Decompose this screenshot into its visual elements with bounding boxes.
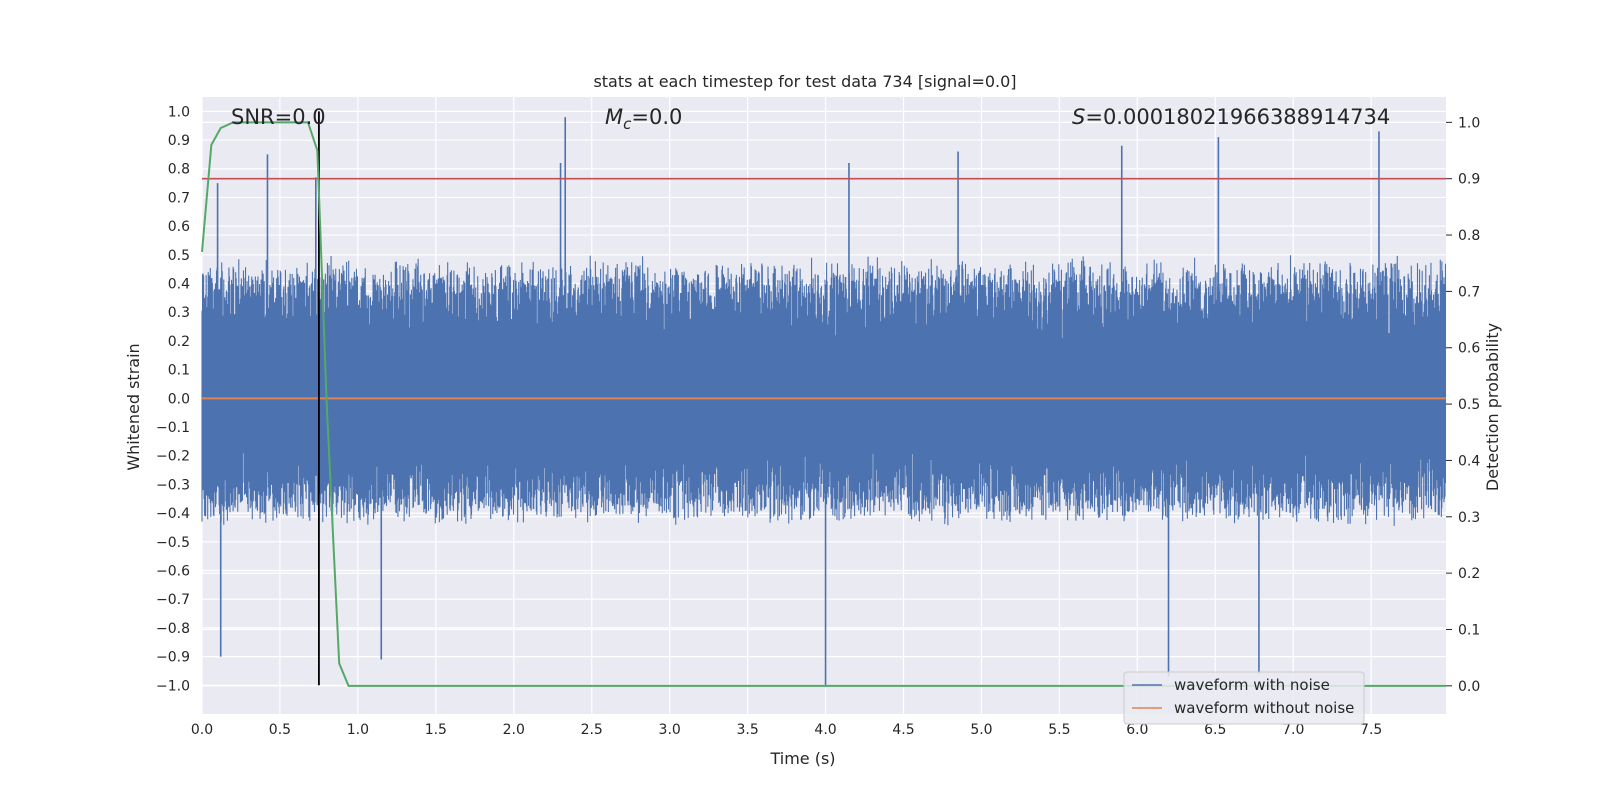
y-left-tick-label: 0.9: [168, 133, 190, 149]
y-left-tick-label: −0.6: [156, 564, 190, 580]
legend-label-without-noise: waveform without noise: [1174, 699, 1354, 717]
x-tick-label: 1.0: [347, 722, 369, 738]
chirp-mass-annotation: Mc=0.0: [605, 105, 682, 133]
y-left-tick-label: −0.7: [156, 592, 190, 608]
series-waveform-with-noise: [201, 117, 1447, 686]
y-right-tick-label: 0.5: [1458, 397, 1480, 413]
x-tick-label: 0.0: [191, 722, 213, 738]
y-left-tick-label: 0.1: [168, 363, 190, 379]
x-tick-label: 5.0: [970, 722, 992, 738]
y-axis-right-label: Detection probability: [1483, 323, 1502, 491]
x-tick-label: 0.5: [269, 722, 291, 738]
x-tick-label: 6.5: [1204, 722, 1226, 738]
y-right-tick-label: 1.0: [1458, 115, 1480, 131]
y-right-tick-label: 0.8: [1458, 228, 1480, 244]
y-left-tick-label: 0.5: [168, 248, 190, 264]
y-right-tick-label: 0.0: [1458, 679, 1480, 695]
y-left-tick-label: −0.1: [156, 420, 190, 436]
y-axis-right-ticks: 1.0 0.9 0.8 0.7 0.6 0.5 0.4 0.3 0.2 0.1 0.0: [1446, 115, 1480, 695]
score-annotation: S=0.00018021966388914734: [1072, 105, 1390, 129]
x-tick-label: 7.0: [1282, 722, 1304, 738]
y-left-tick-label: 0.2: [168, 334, 190, 350]
y-left-tick-label: 1.0: [168, 104, 190, 120]
y-right-tick-label: 0.2: [1458, 566, 1480, 582]
y-left-tick-label: 0.7: [168, 190, 190, 206]
x-axis-label: Time (s): [769, 749, 835, 768]
y-right-tick-label: 0.3: [1458, 510, 1480, 526]
y-left-tick-label: 0.3: [168, 305, 190, 321]
y-left-tick-label: 0.0: [168, 391, 190, 407]
chart-title: stats at each timestep for test data 734…: [593, 72, 1016, 91]
noise-trace: [201, 255, 1447, 526]
x-tick-label: 2.0: [503, 722, 525, 738]
series-lines: [201, 111, 1446, 687]
y-right-tick-label: 0.4: [1458, 453, 1480, 469]
y-left-tick-label: −0.2: [156, 449, 190, 465]
x-tick-label: 6.0: [1126, 722, 1148, 738]
legend-label-with-noise: waveform with noise: [1174, 676, 1330, 694]
y-axis-left-ticks: 1.0 0.9 0.8 0.7 0.6 0.5 0.4 0.3 0.2 0.1 0.0 −0.1 −0.…: [156, 104, 190, 694]
y-right-tick-label: 0.9: [1458, 172, 1480, 188]
legend: waveform with noise waveform without noi…: [1123, 671, 1365, 725]
y-left-tick-label: −0.8: [156, 621, 190, 637]
y-left-tick-label: 0.4: [168, 277, 190, 293]
y-left-tick-label: −0.5: [156, 535, 190, 551]
x-tick-label: 4.5: [892, 722, 914, 738]
snr-annotation: SNR=0.0: [231, 105, 326, 129]
y-left-tick-label: −0.3: [156, 477, 190, 493]
y-right-tick-label: 0.6: [1458, 341, 1480, 357]
y-left-tick-label: 0.8: [168, 162, 190, 178]
y-left-tick-label: −0.4: [156, 506, 190, 522]
x-tick-label: 5.5: [1048, 722, 1070, 738]
y-left-tick-label: 0.6: [168, 219, 190, 235]
y-left-tick-label: −1.0: [156, 678, 190, 694]
y-left-tick-label: −0.9: [156, 650, 190, 666]
y-right-tick-label: 0.1: [1458, 622, 1480, 638]
x-tick-label: 4.0: [814, 722, 836, 738]
x-axis-ticks: 0.0 0.5 1.0 1.5 2.0 2.5 3.0 3.5 4.0 4.5 5.0 5.5 6.0 6…: [191, 722, 1382, 738]
x-tick-label: 7.5: [1360, 722, 1382, 738]
x-tick-label: 3.0: [659, 722, 681, 738]
x-tick-label: 2.5: [581, 722, 603, 738]
x-tick-label: 1.5: [425, 722, 447, 738]
detection-probability-line: [201, 121, 1446, 687]
x-tick-label: 3.5: [736, 722, 758, 738]
y-right-tick-label: 0.7: [1458, 284, 1480, 300]
y-axis-left-label: Whitened strain: [124, 343, 143, 470]
